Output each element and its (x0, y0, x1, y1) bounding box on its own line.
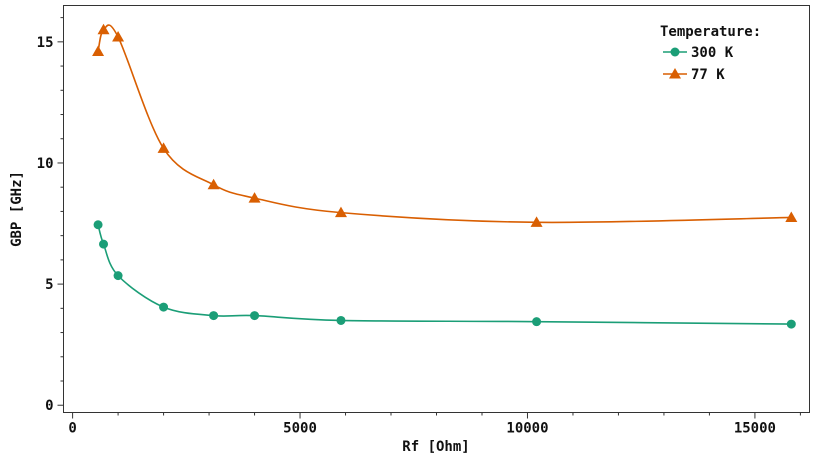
data-point (159, 302, 169, 312)
legend-marker (670, 47, 680, 57)
data-point (207, 178, 220, 190)
legend-entry: 77 K (663, 67, 725, 83)
axis-ticks: 0 5000 10000 15000 0 5 10 15 (37, 17, 801, 437)
legend-title: Temperature: (660, 24, 761, 40)
y-tick-label: 10 (37, 156, 54, 172)
legend: Temperature: 300 K 77 K (660, 24, 761, 83)
series-layer (92, 23, 798, 329)
x-tick-label: 5000 (283, 421, 317, 437)
y-tick-label: 0 (45, 398, 53, 414)
y-tick-label: 15 (37, 35, 54, 51)
series-1 (92, 23, 798, 227)
x-tick-label: 15000 (734, 421, 776, 437)
series-line (97, 24, 792, 224)
data-point (113, 271, 123, 281)
data-point (157, 142, 170, 153)
x-axis-title: Rf [Ohm] (402, 439, 469, 455)
data-point (93, 220, 103, 230)
data-point (92, 45, 105, 57)
data-point (112, 30, 125, 42)
y-axis-title: GBP [GHz] (9, 171, 25, 247)
series-line (97, 224, 792, 325)
legend-entry: 300 K (663, 45, 734, 61)
legend-marker (669, 68, 681, 79)
x-tick-label: 10000 (506, 421, 548, 437)
data-point (334, 206, 347, 218)
data-point (786, 319, 796, 329)
data-point (97, 23, 110, 35)
x-tick-label: 0 (68, 421, 76, 437)
data-point (530, 216, 543, 227)
data-point (336, 315, 346, 325)
legend-items: 300 K 77 K (663, 45, 734, 83)
data-point (785, 211, 798, 222)
data-point (532, 317, 542, 327)
data-point (209, 311, 219, 321)
legend-label: 77 K (691, 67, 725, 83)
data-point (99, 239, 109, 249)
data-point (248, 192, 261, 203)
series-0 (93, 220, 796, 329)
data-point (250, 311, 260, 321)
legend-label: 300 K (691, 45, 734, 61)
y-tick-label: 5 (45, 277, 53, 293)
